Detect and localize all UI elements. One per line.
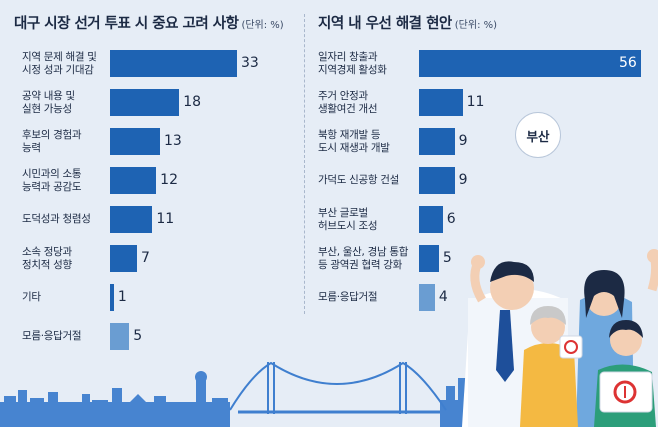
left-value-label: 12: [160, 171, 178, 188]
left-bar: [110, 206, 153, 233]
left-category-label-line: 소속 정당과: [22, 245, 72, 258]
right-bar: [419, 206, 443, 233]
right-category-label: 모름·응답거절: [318, 291, 378, 304]
left-category-label-line: 지역 문제 해결 및: [22, 50, 97, 63]
left-category-label-line: 실현 가능성: [22, 102, 72, 115]
right-category-label-line: 일자리 창출과: [318, 50, 378, 63]
left-category-label-line: 시민과의 소통: [22, 167, 82, 180]
right-bar: [419, 245, 439, 272]
voters-illustration-icon: [462, 249, 658, 427]
right-chart-title: 지역 내 우선 해결 현안 (단위: %): [318, 16, 498, 32]
right-category-label-line: 도시 재생과 개발: [318, 141, 390, 154]
right-value-label: 5: [442, 249, 452, 266]
left-category-label-line: 능력: [22, 141, 41, 154]
left-category-label-line: 공약 내용 및: [22, 89, 75, 102]
left-category-label: 시민과의 소통 능력과 공감도: [22, 167, 82, 194]
left-category-label: 소속 정당과 정치적 성향: [22, 246, 72, 272]
left-value-label: 33: [241, 54, 259, 71]
right-category-label: 북항 재개발 등 도시 재생과 개발: [318, 129, 390, 155]
right-bar: [419, 284, 435, 311]
right-category-label-line: 가덕도 신공항 건설: [318, 174, 399, 186]
right-category-label: 부산 글로벌 허브도시 조성: [318, 206, 378, 233]
left-value-label: 5: [133, 327, 143, 344]
left-value-label: 18: [183, 93, 202, 110]
right-bar: [419, 89, 463, 116]
right-category-label-line: 부산, 울산, 경남 통합: [318, 245, 409, 258]
right-value-label: 56: [619, 54, 637, 71]
left-bar: [110, 245, 137, 272]
right-value-label: 4: [438, 288, 448, 305]
left-value-label: 1: [117, 288, 127, 305]
left-category-label-line: 시정 성과 기대감: [22, 63, 94, 76]
left-value-label: 13: [164, 132, 182, 149]
right-bar: [419, 50, 641, 77]
left-bar: [110, 167, 157, 194]
left-category-label-line: 도덕성과 청렴성: [22, 213, 91, 225]
left-chart-unit: (단위: %): [241, 20, 284, 31]
left-value-label: 11: [156, 210, 175, 227]
right-category-label: 주거 안정과 생활여건 개선: [318, 89, 378, 116]
panel-divider: [304, 14, 305, 314]
right-category-label-line: 북항 재개발 등: [318, 128, 381, 141]
right-bar: [419, 128, 455, 155]
left-bar: [110, 89, 180, 116]
right-value-label: 9: [458, 132, 468, 149]
right-category-label-line: 허브도시 조성: [318, 219, 378, 232]
right-value-label: 6: [446, 210, 456, 227]
left-category-label: 기타: [22, 291, 41, 304]
left-category-label: 지역 문제 해결 및 시정 성과 기대감: [22, 51, 97, 77]
right-category-label: 부산, 울산, 경남 통합 등 광역권 협력 강화: [318, 246, 408, 272]
left-bar: [110, 284, 114, 311]
right-category-label-line: 주거 안정과: [318, 89, 368, 102]
right-chart-unit: (단위: %): [454, 20, 498, 31]
left-value-label: 7: [140, 249, 150, 266]
left-category-label: 모름·응답거절: [22, 330, 82, 343]
left-category-label-line: 능력과 공감도: [22, 180, 82, 193]
city-skyline-icon: [0, 371, 480, 427]
left-bar: [110, 50, 237, 77]
left-bar: [110, 128, 161, 155]
right-bar: [419, 167, 455, 194]
right-category-label-line: 지역경제 활성화: [318, 63, 387, 76]
right-category-label-line: 부산 글로벌: [318, 206, 368, 219]
right-category-label-line: 생활여건 개선: [318, 102, 378, 115]
left-chart-title: 대구 시장 선거 투표 시 중요 고려 사항 (단위: %): [14, 16, 284, 32]
busan-badge: 부산: [515, 112, 561, 158]
right-value-label: 9: [458, 171, 468, 188]
right-category-label: 가덕도 신공항 건설: [318, 174, 399, 187]
left-category-label: 도덕성과 청렴성: [22, 213, 91, 226]
right-value-label: 11: [466, 93, 485, 110]
right-category-label-line: 모름·응답거절: [318, 291, 378, 303]
left-category-label: 공약 내용 및 실현 가능성: [22, 90, 75, 116]
left-category-label-line: 모름·응답거절: [22, 330, 82, 342]
left-category-label: 후보의 경험과 능력: [22, 128, 82, 155]
left-category-label-line: 기타: [22, 291, 41, 303]
right-category-label-line: 등 광역권 협력 강화: [318, 258, 402, 271]
left-bar: [110, 323, 130, 350]
left-category-label-line: 후보의 경험과: [22, 128, 82, 141]
right-category-label: 일자리 창출과 지역경제 활성화: [318, 51, 387, 77]
bridge-icon: [229, 361, 447, 414]
left-category-label-line: 정치적 성향: [22, 258, 72, 271]
